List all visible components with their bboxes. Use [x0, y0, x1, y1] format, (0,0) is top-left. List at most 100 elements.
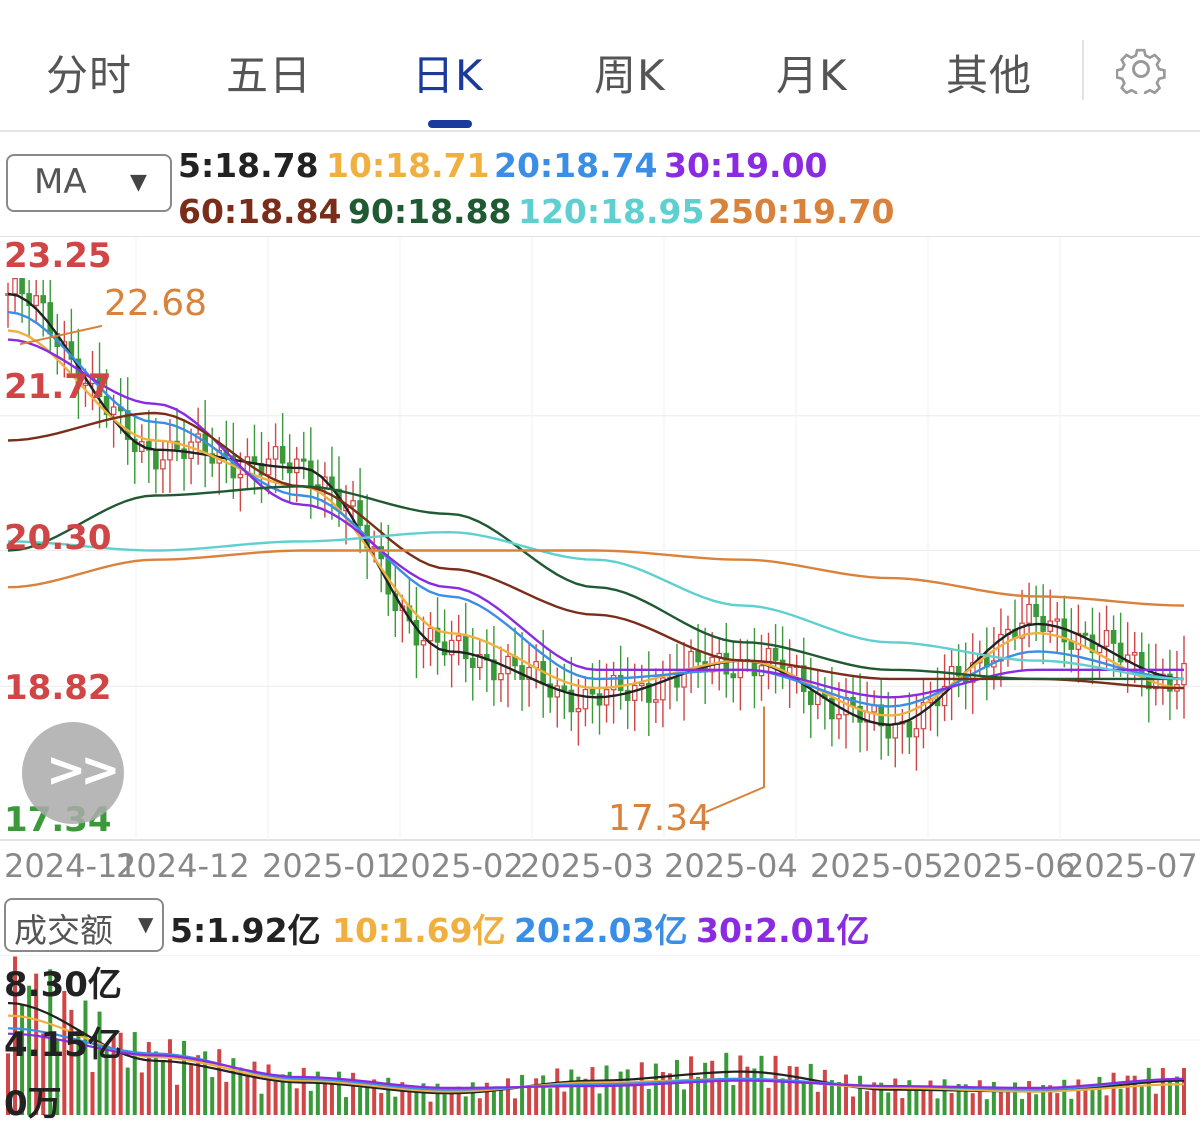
ma-10-line: [7, 329, 1185, 717]
candle-body: [188, 441, 194, 459]
volume-bar: [505, 1078, 510, 1115]
volume-bar: [175, 1084, 180, 1115]
indicator-select[interactable]: MA ▼: [6, 154, 172, 212]
candle-body: [857, 705, 863, 723]
volume-bar: [1041, 1085, 1046, 1115]
volume-ma-30-line: [7, 1032, 1185, 1089]
volume-bar: [245, 1074, 250, 1115]
ma90-value: 90:18.88: [348, 192, 512, 231]
volume-bar: [1132, 1075, 1137, 1115]
volume-bar: [111, 1036, 116, 1115]
tab-weekly-k[interactable]: 周K: [594, 51, 666, 100]
volume-bar: [97, 1011, 102, 1115]
volume-bar: [62, 990, 67, 1115]
volume-bar: [984, 1099, 989, 1115]
volume-indicator-select[interactable]: 成交额 ▼: [4, 898, 164, 952]
candle-body: [582, 688, 589, 710]
x-axis-label: 2025-07: [1064, 847, 1198, 885]
volume-bar: [886, 1092, 891, 1115]
volume-bar: [611, 1082, 616, 1115]
volume-bar: [48, 969, 53, 1115]
volume-bar: [851, 1096, 856, 1115]
price-axis-max: 23.25: [4, 236, 112, 276]
ma-250-line: [7, 549, 1185, 607]
candle-body: [19, 278, 25, 295]
volume-bar: [55, 1039, 60, 1115]
volume-bar: [139, 1072, 144, 1115]
volume-bar: [308, 1090, 313, 1115]
candle-body: [547, 683, 554, 698]
volume-bar: [224, 1081, 229, 1115]
low-annotation-leader: [705, 706, 765, 813]
candle-body: [646, 682, 652, 703]
kline-chart[interactable]: [0, 236, 1200, 842]
volume-chart[interactable]: [0, 955, 1200, 1117]
x-axis-label: 2025-03: [520, 847, 654, 885]
volume-axis-min: 0万: [4, 1084, 62, 1124]
candle-body: [427, 627, 434, 642]
volume-bar: [1027, 1081, 1032, 1115]
volume-bar: [1174, 1076, 1179, 1115]
tab-monthly-k[interactable]: 月K: [776, 51, 848, 100]
candle-body: [674, 676, 680, 688]
candle-body: [153, 449, 159, 470]
price-axis-label: 20.30: [4, 518, 112, 558]
volume-bar: [463, 1096, 468, 1115]
volume-bar: [104, 1046, 109, 1115]
volume-bar: [1020, 1098, 1025, 1115]
candle-body: [829, 697, 835, 720]
ma5-value: 5:18.78: [178, 146, 319, 185]
price-axis-label: 18.82: [4, 668, 112, 708]
candle-body: [955, 665, 962, 677]
volume-bar: [189, 1065, 194, 1115]
volume-bar: [259, 1093, 264, 1115]
candle-body: [505, 655, 511, 675]
volume-bar: [167, 1039, 172, 1115]
volume-bar: [393, 1096, 398, 1115]
scroll-right-button[interactable]: >>: [22, 722, 124, 824]
volume-bar: [146, 1042, 151, 1115]
double-chevron-right-icon: >>: [46, 742, 120, 798]
candle-body: [491, 659, 497, 681]
volume-bar: [1104, 1095, 1109, 1115]
candle-body: [568, 689, 575, 713]
ma120-value: 120:18.95: [518, 192, 705, 231]
tab-five-day[interactable]: 五日: [226, 51, 313, 100]
volume-bar: [160, 1060, 165, 1115]
candle-body: [653, 699, 659, 703]
candle-body: [82, 382, 89, 386]
volume-axis-max: 8.30亿: [4, 965, 122, 1005]
volume-bar: [379, 1093, 384, 1115]
volume-bar: [336, 1071, 341, 1115]
volume-bar: [27, 985, 32, 1115]
volume-bar: [1160, 1068, 1165, 1115]
candle-body: [448, 639, 455, 656]
volume-bar: [470, 1082, 475, 1115]
volume-bar: [696, 1076, 701, 1115]
gear-icon[interactable]: [1116, 44, 1166, 94]
candle-body: [477, 654, 483, 669]
volume-bar: [660, 1071, 665, 1115]
volume-bar: [231, 1058, 236, 1115]
volume-bar: [182, 1040, 187, 1115]
tab-other[interactable]: 其他: [946, 51, 1033, 100]
tab-daily-k[interactable]: 日K: [412, 51, 484, 100]
volume-bar: [266, 1064, 271, 1115]
candle-body: [906, 720, 913, 738]
volume-bar: [1118, 1088, 1123, 1115]
volume-ma10-value: 10:1.69亿: [332, 911, 506, 950]
volume-bar: [442, 1094, 447, 1115]
candle-body: [1068, 641, 1075, 650]
x-axis-label: 2025-02: [390, 847, 524, 885]
candle-body: [350, 500, 356, 507]
ma-60-line: [7, 411, 1185, 690]
volume-bar: [1090, 1084, 1095, 1115]
candle-body: [561, 685, 568, 691]
candle-body: [730, 673, 737, 679]
volume-bar: [548, 1088, 553, 1115]
x-axis-label: 2024-11: [4, 847, 138, 885]
volume-bar: [153, 1051, 158, 1115]
candle-body: [660, 677, 666, 701]
tab-intraday[interactable]: 分时: [46, 51, 133, 100]
volume-bar: [900, 1098, 905, 1115]
